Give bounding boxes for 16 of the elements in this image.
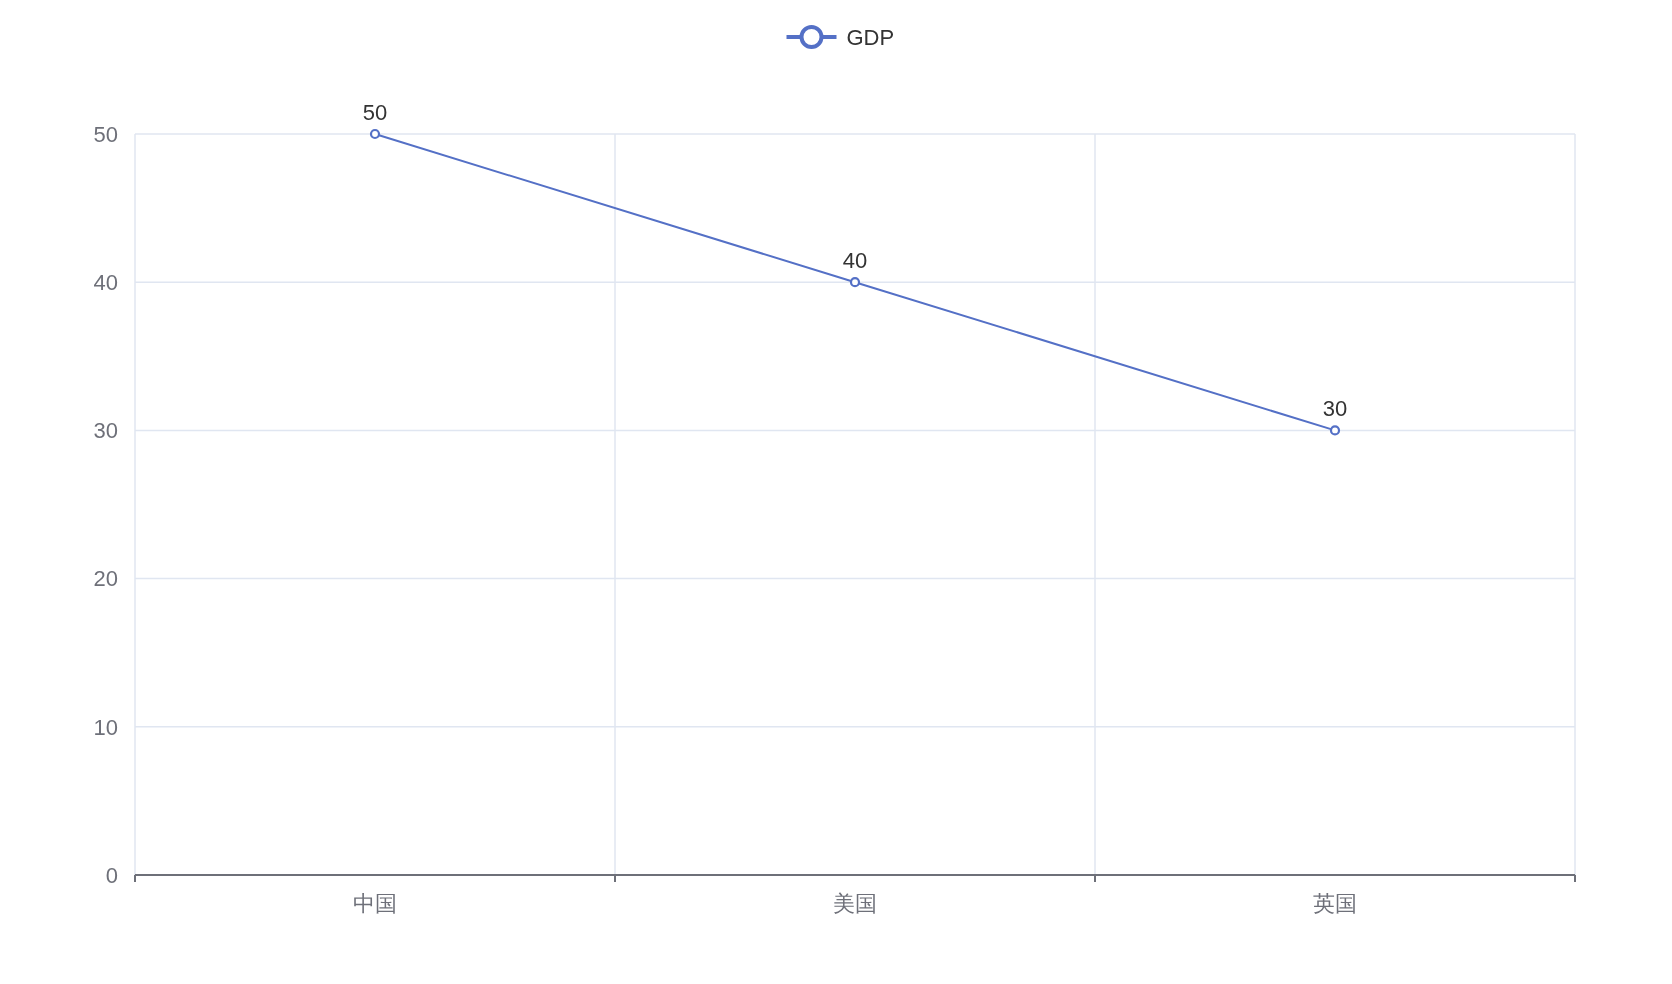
point	[849, 277, 861, 288]
y-tick-label: 30	[93, 418, 118, 444]
y-tick-label: 0	[105, 862, 118, 888]
y-tick-label: 10	[93, 714, 118, 740]
y-tick-label: 50	[93, 121, 118, 147]
point	[1329, 425, 1341, 436]
x-tick-label: 英国	[1313, 890, 1357, 916]
y-tick-label: 40	[93, 269, 118, 295]
y-tick-label: 20	[93, 566, 118, 592]
x-tick-label: 美国	[833, 890, 877, 916]
legend-label: GDP	[846, 24, 895, 50]
data-label: 40	[842, 248, 868, 274]
data-label: 50	[362, 100, 388, 125]
point	[369, 128, 381, 140]
data-label: 30	[1322, 396, 1348, 422]
x-tick-label: 中国	[353, 890, 397, 916]
